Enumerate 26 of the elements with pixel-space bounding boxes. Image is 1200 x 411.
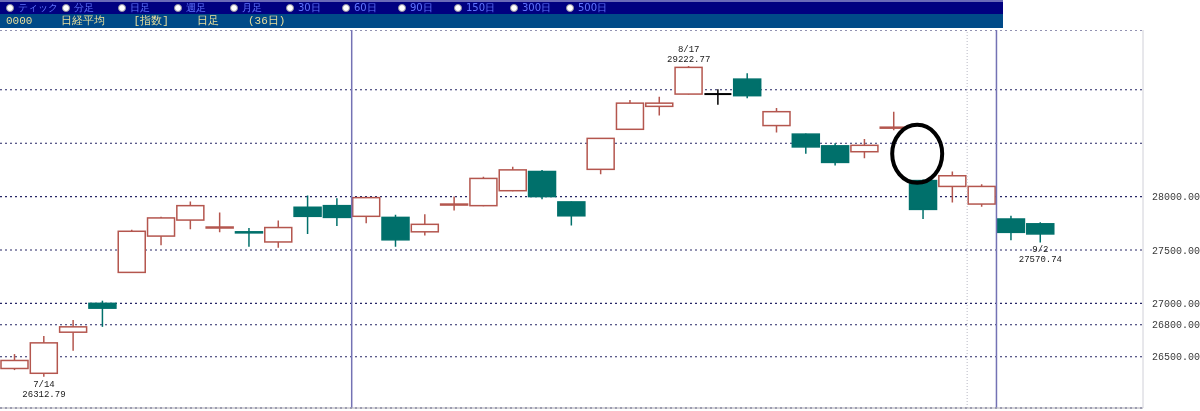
text: 500日 [578,2,608,14]
candlestick [88,299,117,328]
annotation: 7/14 26312.79 [22,379,66,400]
y-tick-label: 27000.00 [1152,298,1200,310]
text: 90日 [410,2,433,14]
y-tick-label: 28000.00 [1152,192,1200,204]
annotation: 9/2 27570.74 [1018,245,1063,266]
y-tick-label: 26800.00 [1152,320,1200,332]
text: 月足 [242,2,262,14]
chart-title: 0000 日経平均 [指数] 日足 (36日) [6,14,286,28]
candlestick [879,110,908,132]
candlestick [58,319,88,352]
text: 日足 [130,2,150,14]
text: 週足 [186,2,206,14]
text: 150日 [466,2,496,14]
y-tick-label: 26500.00 [1152,352,1200,364]
annotation: 8/17 29222.77 [667,45,711,66]
text: 30日 [298,2,321,14]
candlestick [704,88,732,106]
text: 分足 [74,2,94,14]
y-tick-label: 27500.00 [1152,245,1200,257]
text: 300日 [522,2,552,14]
text: 60日 [354,2,377,14]
text: ティック [18,2,58,14]
candlestick [205,211,234,234]
candlestick [234,227,264,248]
